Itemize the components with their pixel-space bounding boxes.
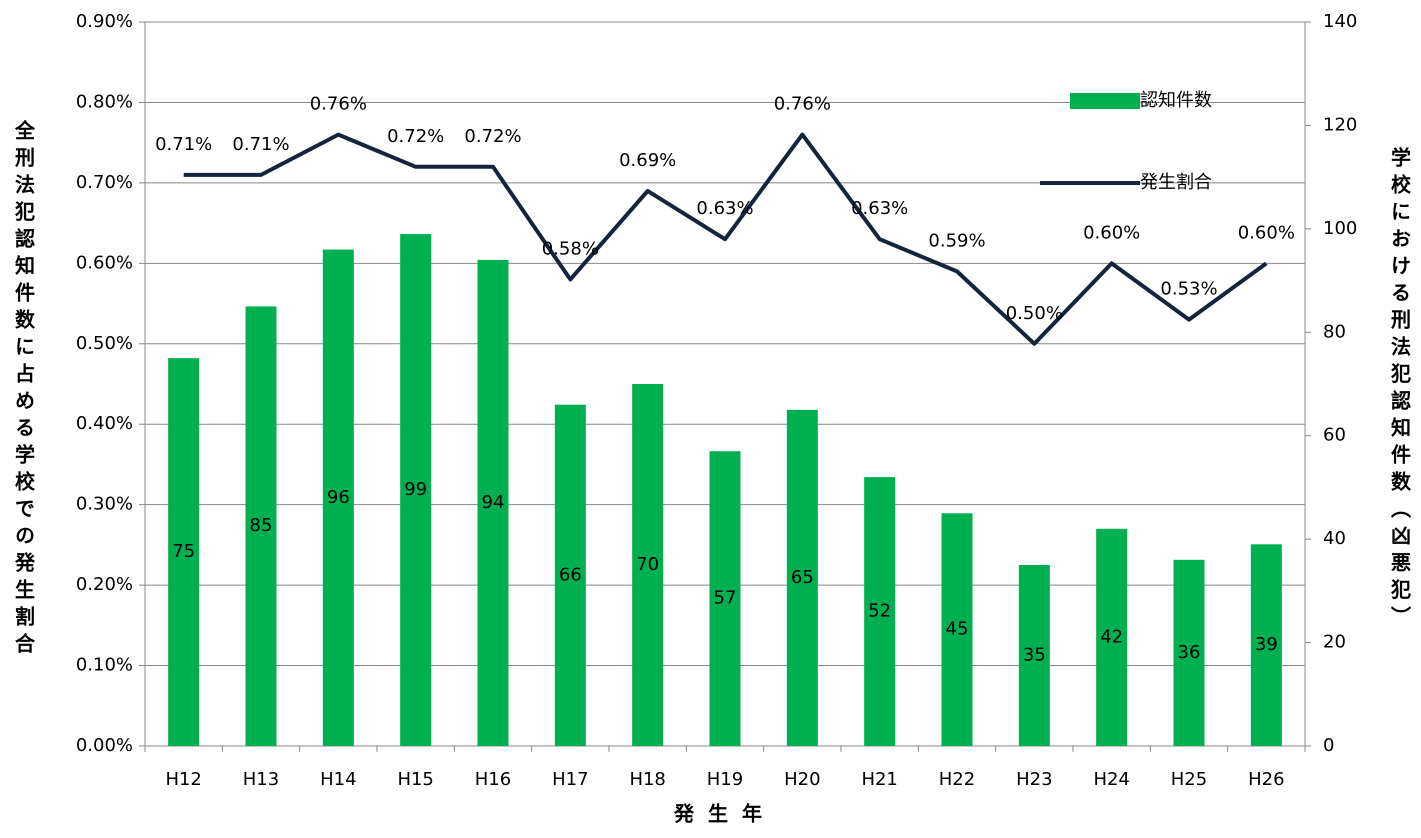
bar	[322, 249, 354, 747]
x-tick-label: H13	[243, 769, 279, 790]
bar-label: 66	[559, 564, 582, 585]
line-label: 0.60%	[1083, 222, 1140, 243]
line-label: 0.71%	[155, 134, 212, 155]
line-label: 0.76%	[310, 94, 367, 115]
line	[183, 132, 1268, 346]
bar	[1173, 559, 1205, 746]
x-tick-label: H26	[1248, 769, 1284, 790]
x-tick-label: H25	[1171, 769, 1207, 790]
bar	[709, 451, 741, 746]
line-label: 0.58%	[542, 238, 599, 259]
bar-label: 52	[868, 601, 891, 622]
line-label: 0.76%	[774, 94, 831, 115]
y-tick-label: 0.90%	[76, 11, 133, 32]
bar-label: 42	[1100, 626, 1123, 647]
bar-label: 36	[1178, 642, 1201, 663]
x-tick-label: H16	[475, 769, 511, 790]
y2-tick-label: 40	[1323, 528, 1346, 549]
bar	[1250, 544, 1282, 746]
bar-label: 45	[946, 619, 969, 640]
legend-label: 認知件数	[1140, 90, 1212, 111]
y-tick-label: 0.60%	[76, 252, 133, 273]
y2-tick-label: 20	[1323, 632, 1346, 653]
line-label: 0.60%	[1238, 222, 1295, 243]
line-label: 0.72%	[464, 126, 521, 147]
bar-label: 75	[172, 541, 195, 562]
bar	[554, 404, 586, 746]
line-label: 0.63%	[696, 198, 753, 219]
x-tick-label: H22	[939, 769, 975, 790]
bar	[245, 306, 277, 746]
x-tick-label: H19	[707, 769, 743, 790]
bar-label: 99	[404, 479, 427, 500]
bar-label: 39	[1255, 634, 1278, 655]
y-tick-label: 0.40%	[76, 413, 133, 434]
x-tick-label: H23	[1016, 769, 1052, 790]
bar-label: 70	[636, 554, 659, 575]
line-label: 0.69%	[619, 150, 676, 171]
y-axis-label: 全刑法犯認知件数に占める学校での発生割合	[12, 119, 36, 660]
y-tick-label: 0.00%	[76, 735, 133, 756]
bar	[168, 358, 200, 746]
bar	[786, 409, 818, 746]
y-tick-label: 0.10%	[76, 655, 133, 676]
x-tick-label: H18	[629, 769, 665, 790]
x-tick-label: H15	[397, 769, 433, 790]
x-tick-label: H20	[784, 769, 820, 790]
y2-axis-label: 学校における刑法犯認知件数（凶悪犯）	[1388, 146, 1412, 633]
line-label: 0.59%	[928, 230, 985, 251]
x-tick-label: H17	[552, 769, 588, 790]
bar	[400, 234, 432, 746]
bar	[477, 259, 509, 746]
bar-label: 65	[791, 567, 814, 588]
y-tick-label: 0.50%	[76, 333, 133, 354]
y-tick-label: 0.70%	[76, 172, 133, 193]
y2-tick-label: 60	[1323, 425, 1346, 446]
y2-tick-label: 140	[1323, 11, 1357, 32]
line-label: 0.72%	[387, 126, 444, 147]
x-tick-label: H24	[1093, 769, 1129, 790]
legend-swatch	[1070, 93, 1140, 109]
line-label: 0.50%	[1006, 303, 1063, 324]
bar-label: 85	[250, 515, 273, 536]
bar	[864, 477, 896, 746]
y-tick-label: 0.80%	[76, 91, 133, 112]
y2-tick-label: 100	[1323, 218, 1357, 239]
bar	[632, 384, 664, 746]
x-axis-label: 発生年	[673, 802, 776, 826]
x-tick-label: H14	[320, 769, 356, 790]
bar	[1096, 528, 1128, 746]
y2-tick-label: 80	[1323, 321, 1346, 342]
x-tick-label: H21	[861, 769, 897, 790]
bar-label: 57	[714, 588, 737, 609]
y2-tick-label: 120	[1323, 114, 1357, 135]
line-label: 0.71%	[232, 134, 289, 155]
y2-tick-label: 0	[1323, 735, 1334, 756]
x-tick-label: H12	[165, 769, 201, 790]
bar-label: 96	[327, 487, 350, 508]
line-label: 0.53%	[1160, 279, 1217, 300]
bar-label: 94	[482, 492, 505, 513]
bar	[1018, 565, 1050, 746]
line-label: 0.63%	[851, 198, 908, 219]
legend-label: 発生割合	[1140, 172, 1212, 193]
y-tick-label: 0.20%	[76, 574, 133, 595]
y-tick-label: 0.30%	[76, 494, 133, 515]
bar	[941, 513, 973, 746]
bar-label: 35	[1023, 645, 1046, 666]
